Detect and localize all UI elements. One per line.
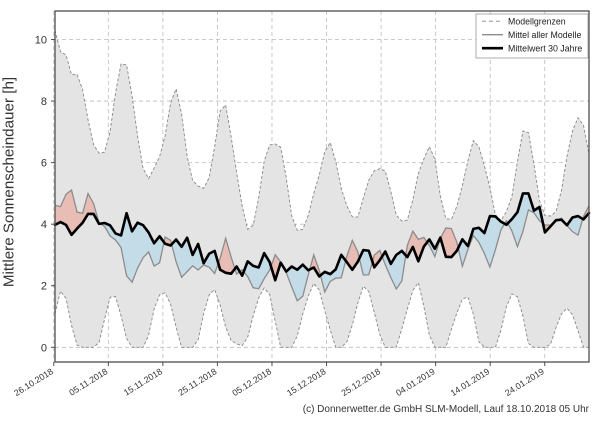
svg-text:10: 10	[35, 34, 47, 46]
svg-text:0: 0	[41, 342, 47, 354]
svg-text:Mittlere Sonnenscheindauer [h]: Mittlere Sonnenscheindauer [h]	[1, 77, 18, 287]
svg-text:Mittelwert 30 Jahre: Mittelwert 30 Jahre	[508, 43, 582, 53]
svg-text:Mittel aller Modelle: Mittel aller Modelle	[508, 30, 581, 40]
svg-text:(c) Donnerwetter.de GmbH SLM-M: (c) Donnerwetter.de GmbH SLM-Modell, Lau…	[303, 404, 590, 415]
svg-text:6: 6	[41, 158, 47, 170]
svg-text:2: 2	[41, 281, 47, 293]
svg-text:Modellgrenzen: Modellgrenzen	[508, 16, 566, 26]
svg-text:4: 4	[41, 219, 47, 231]
svg-text:8: 8	[41, 96, 47, 108]
